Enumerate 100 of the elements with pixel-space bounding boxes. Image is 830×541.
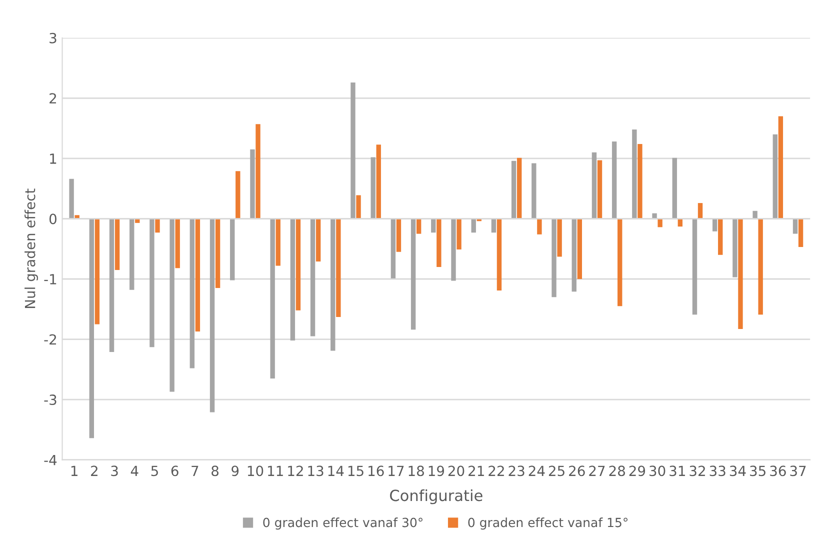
- bar: [170, 218, 174, 392]
- bar: [557, 218, 562, 257]
- bar: [290, 218, 296, 340]
- x-tick-label: 19: [428, 466, 444, 476]
- x-tick-label: 3: [111, 466, 118, 476]
- x-tick-label: 27: [589, 466, 605, 476]
- x-tick-label: 20: [448, 466, 464, 476]
- x-tick-label: 21: [468, 466, 484, 476]
- bar: [792, 218, 798, 234]
- y-tick-label: 3: [50, 32, 56, 44]
- bar: [89, 218, 94, 438]
- bar: [431, 218, 436, 233]
- bar: [130, 218, 134, 290]
- bar: [537, 218, 542, 234]
- bar: [692, 218, 698, 315]
- bar: [250, 149, 255, 219]
- bar: [698, 203, 703, 219]
- bar: [436, 218, 442, 267]
- bar: [732, 218, 738, 278]
- x-tick-label: 28: [609, 466, 625, 476]
- bar: [370, 157, 376, 219]
- bar: [376, 144, 381, 219]
- bar: [270, 218, 275, 378]
- bar: [175, 218, 180, 268]
- bar: [451, 218, 456, 281]
- bar: [316, 218, 321, 262]
- bar: [572, 218, 576, 292]
- x-tick-label: 16: [368, 466, 384, 476]
- legend-label: 0 graden effect vanaf 30°: [263, 518, 422, 530]
- x-tick-label: 29: [629, 466, 646, 476]
- bar: [195, 218, 200, 332]
- bar: [256, 124, 260, 219]
- x-tick-label: 17: [388, 466, 404, 476]
- x-tick-label: 31: [670, 466, 685, 476]
- x-tick-label: 32: [690, 466, 705, 476]
- bar: [752, 210, 758, 219]
- x-tick-label: 7: [192, 466, 198, 476]
- bar: [798, 218, 804, 248]
- bar: [236, 171, 240, 219]
- bar: [577, 218, 582, 279]
- bar: [69, 178, 74, 219]
- y-tick-label: 2: [50, 93, 56, 104]
- bar: [738, 218, 743, 330]
- x-tick-label: 18: [408, 466, 424, 476]
- bar: [672, 158, 677, 219]
- x-tick-label: 35: [750, 466, 766, 476]
- bar: [597, 160, 602, 219]
- bar: [552, 218, 556, 298]
- bar: [511, 160, 516, 219]
- x-tick-label: 30: [650, 466, 666, 476]
- bar: [155, 218, 160, 233]
- bar: [109, 218, 114, 352]
- y-tick-label: -3: [44, 394, 56, 406]
- x-tick-label: 13: [308, 466, 324, 476]
- y-tick-label: -4: [44, 455, 57, 466]
- x-tick-label: 4: [130, 466, 138, 476]
- bar: [772, 134, 778, 219]
- bar: [350, 82, 356, 219]
- x-tick-label: 10: [248, 466, 264, 476]
- bar: [658, 218, 662, 228]
- bar: [532, 163, 536, 219]
- bar: [471, 218, 476, 233]
- y-tick-label: 0: [49, 214, 56, 224]
- bar: [778, 116, 784, 219]
- x-tick-label: 33: [710, 466, 726, 476]
- x-tick-label: 23: [508, 466, 524, 476]
- x-tick-label: 12: [288, 466, 303, 476]
- bar: [496, 218, 502, 290]
- bar: [215, 218, 220, 288]
- bar: [330, 218, 336, 351]
- bar: [712, 218, 718, 232]
- bar: [456, 218, 462, 250]
- x-tick-label: 37: [790, 466, 806, 476]
- x-tick-label: 26: [569, 466, 585, 476]
- x-tick-label: 14: [328, 466, 344, 476]
- bar: [592, 152, 597, 219]
- x-tick-label: 34: [730, 466, 746, 476]
- bar: [416, 218, 422, 234]
- bar: [356, 195, 361, 219]
- bar: [230, 218, 235, 280]
- bar: [491, 218, 496, 233]
- x-tick-label: 5: [151, 466, 158, 476]
- y-tick-label: -2: [44, 334, 56, 345]
- x-tick-label: 22: [488, 466, 504, 476]
- x-tick-label: 15: [348, 466, 364, 476]
- x-tick-label: 36: [770, 466, 786, 476]
- bar: [390, 218, 396, 278]
- bar: [410, 218, 416, 330]
- x-tick-label: 2: [91, 466, 98, 476]
- bar: [718, 218, 723, 255]
- x-tick-label: 8: [212, 466, 218, 476]
- y-tick-label: -1: [44, 274, 56, 284]
- x-tick-label: 9: [232, 466, 239, 476]
- bar: [190, 218, 195, 368]
- x-tick-label: 24: [528, 466, 545, 476]
- x-tick-label: 25: [548, 466, 564, 476]
- bar: [276, 218, 280, 266]
- legend-label: 0 graden effect vanaf 15°: [468, 518, 628, 530]
- bar: [114, 218, 120, 270]
- bar: [638, 144, 642, 219]
